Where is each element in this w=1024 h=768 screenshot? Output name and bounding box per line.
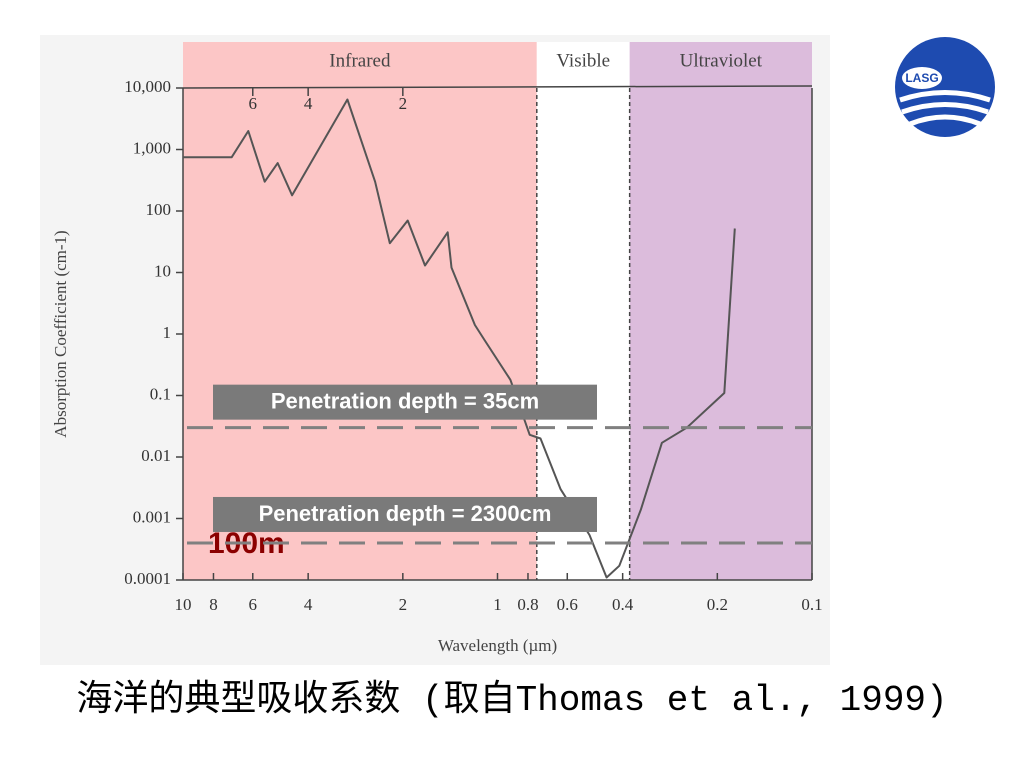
top-tick-label: 4	[304, 94, 313, 113]
top-axis	[182, 85, 813, 89]
x-axis-title: Wavelength (µm)	[438, 636, 557, 655]
x-tick-label: 4	[304, 595, 313, 614]
reference-label-box	[213, 496, 597, 532]
reference-label: Penetration depth = 35cm	[271, 388, 539, 413]
y-tick-label: 10,000	[124, 77, 171, 96]
y-tick-label: 0.1	[150, 384, 171, 403]
reference-label-box	[213, 384, 597, 420]
top-tick-label: 2	[399, 94, 408, 113]
x-tick-label: 0.4	[612, 595, 634, 614]
y-tick-label: 1	[163, 323, 172, 342]
top-tick-label: 6	[249, 94, 258, 113]
reference-label: Penetration depth = 2300cm	[259, 501, 552, 526]
y-tick-label: 0.0001	[124, 569, 171, 588]
y-tick-label: 100	[146, 200, 172, 219]
y-axis-title: Absorption Coefficient (cm-1)	[51, 230, 70, 437]
region-label: Visible	[556, 50, 610, 71]
curve	[183, 98, 736, 579]
x-tick-label: 10	[175, 595, 192, 614]
y-tick-label: 0.001	[133, 507, 171, 526]
logo: LASG	[895, 37, 995, 137]
region	[183, 42, 537, 580]
y-tick-label: 1,000	[133, 138, 171, 157]
x-tick-label: 0.1	[801, 595, 822, 614]
logo-badge	[902, 67, 942, 89]
logo-waves	[899, 90, 991, 127]
region-label: Infrared	[329, 50, 391, 71]
region-label: Ultraviolet	[680, 50, 763, 71]
logo-circle	[895, 37, 995, 137]
x-tick-label: 2	[399, 595, 408, 614]
x-tick-label: 8	[209, 595, 218, 614]
logo-text: LASG	[905, 71, 938, 85]
x-tick-label: 6	[249, 595, 258, 614]
y-tick-label: 10	[154, 261, 171, 280]
x-tick-label: 1	[493, 595, 502, 614]
x-tick-label: 0.2	[707, 595, 728, 614]
chart: LASG Infrared Visible Ultraviolet 10,000 1,0…	[40, 35, 995, 665]
region	[536, 42, 630, 580]
x-tick-label: 0.8	[517, 595, 538, 614]
y-tick-label: 0.01	[141, 446, 171, 465]
region	[629, 42, 812, 580]
x-tick-label: 0.6	[557, 595, 578, 614]
caption: 海洋的典型吸收系数 (取自Thomas et al., 1999)	[76, 680, 948, 721]
